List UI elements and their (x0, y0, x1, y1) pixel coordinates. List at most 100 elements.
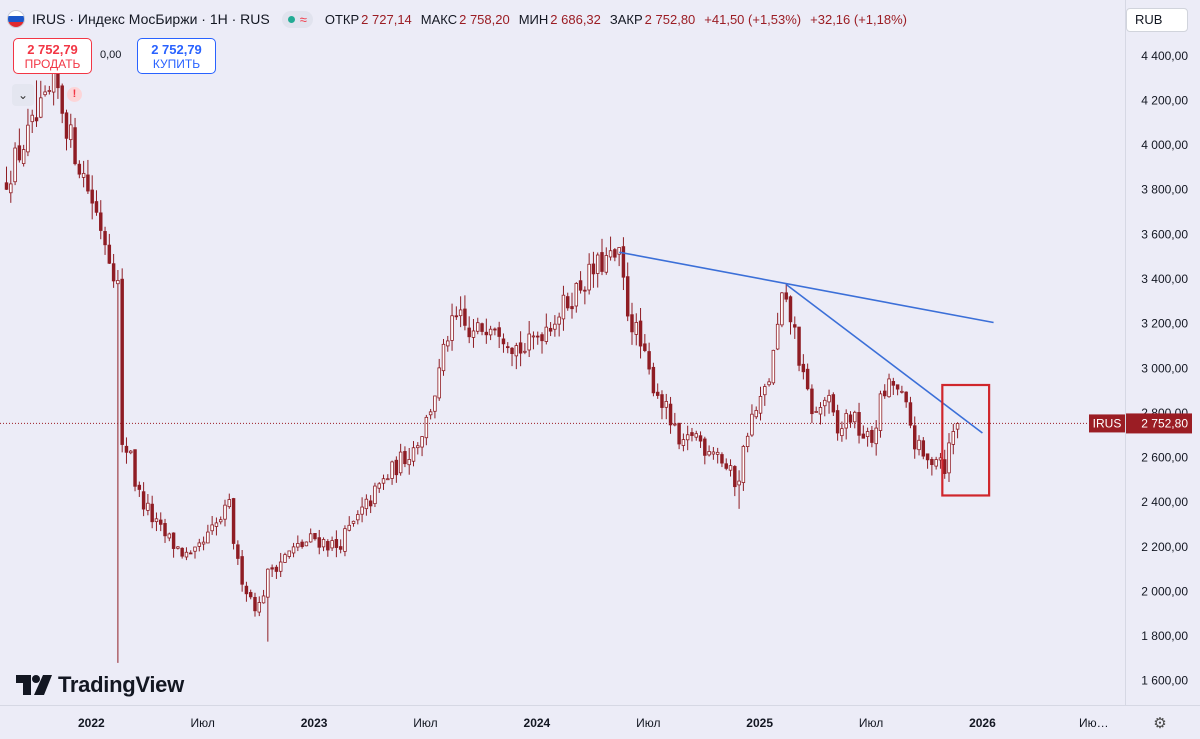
candle-body (775, 323, 780, 350)
candle-body (531, 335, 536, 338)
candle-body (343, 528, 347, 552)
y-tick-label: 2 200,00 (1141, 540, 1188, 554)
candle-body (210, 524, 214, 532)
candle-body (73, 127, 77, 165)
candle-body (373, 485, 377, 505)
tradingview-logo[interactable]: TradingView (16, 672, 184, 698)
candle-body (900, 390, 904, 393)
candle-body (574, 283, 579, 307)
candle-body (651, 366, 656, 394)
x-tick-label: 2023 (301, 716, 328, 730)
symbol-title[interactable]: IRUS · Индекс МосБиржи · 1Н · RUS (32, 11, 270, 27)
candle-body (141, 491, 146, 510)
tradingview-logo-icon (16, 675, 52, 695)
candle-body (625, 276, 630, 317)
candle-body (643, 343, 647, 351)
candle-body (129, 450, 133, 454)
candle-body (146, 502, 150, 511)
candle-body (416, 445, 420, 449)
chevron-down-icon[interactable]: ⌄ (12, 84, 34, 106)
candle-body (77, 163, 82, 175)
candle-body (218, 519, 223, 523)
candle-body (287, 550, 291, 557)
candle-body (553, 323, 557, 330)
candle-body (655, 391, 660, 396)
candle-body (720, 454, 724, 464)
candle-body (13, 147, 17, 183)
candle-body (463, 308, 467, 326)
candle-body (548, 327, 553, 332)
candle-body (523, 350, 527, 353)
candle-body (848, 414, 853, 423)
currency-selector[interactable]: RUB (1126, 8, 1188, 32)
alert-icon[interactable]: ! (67, 87, 82, 102)
y-tick-label: 4 000,00 (1141, 138, 1188, 152)
gear-icon[interactable]: ⚙ (1153, 715, 1167, 732)
x-tick-label: Июл (636, 716, 660, 730)
symbol-tag-label: IRUS (1093, 416, 1122, 430)
buy-label: КУПИТЬ (152, 57, 201, 71)
candle-body (184, 551, 189, 558)
candle-body (758, 396, 763, 414)
candle-body (664, 401, 668, 408)
y-tick-label: 3 400,00 (1141, 272, 1188, 286)
candle-body (30, 114, 34, 123)
candle-body (381, 478, 386, 484)
candle-body (763, 386, 767, 396)
candle-body (347, 524, 351, 531)
candle-body (677, 422, 681, 445)
candle-body (223, 504, 227, 520)
candle-body (621, 246, 626, 278)
candle-body (107, 244, 112, 264)
candle-body (865, 431, 870, 438)
candle-body (351, 520, 356, 524)
candle-body (565, 296, 570, 309)
candle-body (428, 411, 433, 416)
candle-body (823, 399, 827, 407)
candle-body (904, 391, 908, 403)
russia-flag-icon (8, 11, 24, 27)
candle-body (227, 499, 232, 508)
candle-body (557, 316, 561, 325)
high-value: 2 758,20 (459, 11, 510, 27)
candle-body (360, 506, 364, 515)
candle-body (698, 435, 703, 442)
candle-body (163, 523, 167, 537)
y-tick-label: 2 600,00 (1141, 451, 1188, 465)
candle-body (934, 459, 938, 467)
candle-body (754, 410, 758, 418)
low-value: 2 686,32 (550, 11, 601, 27)
candle-body (595, 254, 600, 274)
candle-body (647, 351, 651, 370)
candle-body (827, 394, 831, 403)
candle-body (947, 442, 951, 474)
candle-body (814, 411, 818, 413)
candle-body (480, 323, 484, 332)
y-tick-label: 4 400,00 (1141, 49, 1188, 63)
market-status[interactable]: ≈ (281, 10, 313, 28)
symbol-tag-bg (1089, 414, 1125, 433)
candle-body (334, 539, 339, 548)
candle-body (711, 451, 716, 455)
lower-trendline (785, 283, 983, 434)
candle-body (793, 324, 797, 328)
candle-body (201, 541, 206, 545)
current-price-tag: IRUS 2 752,80 (1089, 413, 1192, 434)
candle-body (591, 263, 596, 275)
y-tick-label: 3 800,00 (1141, 183, 1188, 197)
tradingview-wordmark: TradingView (58, 672, 184, 697)
candle-body (368, 500, 373, 507)
candle-body (313, 533, 317, 540)
sell-button[interactable]: 2 752,79 ПРОДАТЬ (13, 38, 92, 74)
candle-body (608, 250, 613, 258)
candle-body (424, 416, 429, 439)
candle-body (510, 347, 514, 355)
close-value: 2 752,80 (644, 11, 696, 27)
highlight-box (941, 383, 991, 497)
price-tag-bg (1126, 413, 1192, 434)
candle-body (64, 112, 69, 139)
buy-button[interactable]: 2 752,79 КУПИТЬ (137, 38, 216, 74)
candle-body (955, 423, 960, 430)
